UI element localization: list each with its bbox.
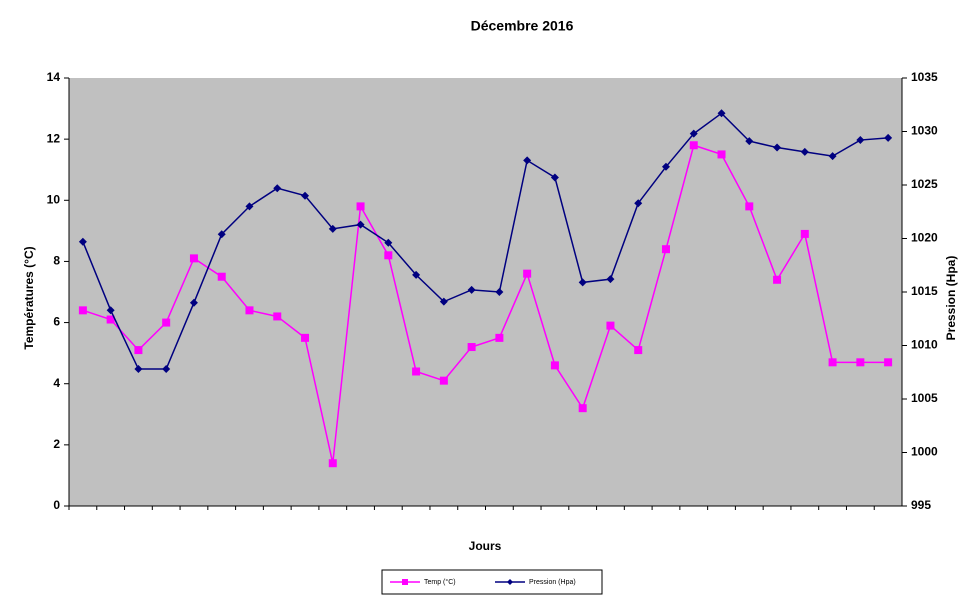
y-tick-label: 12 — [47, 131, 61, 145]
point — [328, 459, 337, 468]
y-tick-label: 0 — [53, 498, 60, 512]
point — [189, 298, 198, 307]
point — [162, 318, 171, 327]
y2-tick-label: 1010 — [911, 338, 938, 352]
series-line — [82, 112, 889, 370]
series-line — [82, 144, 889, 464]
point — [634, 199, 643, 208]
legend-label: Temp (°C) — [424, 578, 456, 586]
point — [412, 367, 421, 376]
y2-tick-label: 1015 — [911, 284, 938, 298]
y-tick-label: 4 — [53, 376, 60, 390]
point — [495, 288, 504, 296]
y2-tick-label: 1005 — [911, 391, 938, 405]
point — [467, 285, 476, 294]
point — [384, 251, 393, 260]
point — [745, 137, 754, 146]
point — [661, 245, 670, 254]
plot-area — [69, 78, 902, 506]
point — [773, 143, 782, 152]
point — [550, 173, 559, 182]
legend-label: Pression (Hpa) — [529, 579, 576, 586]
y2-tick-label: 1025 — [911, 177, 938, 191]
point — [773, 275, 782, 284]
point — [301, 333, 310, 342]
y-tick-label: 8 — [53, 254, 60, 268]
point — [189, 254, 198, 263]
point — [301, 191, 310, 200]
point — [134, 346, 143, 355]
point — [78, 237, 87, 246]
y-tick-label: 10 — [47, 192, 61, 206]
point — [634, 346, 643, 355]
point — [523, 269, 532, 278]
point — [273, 184, 282, 193]
point — [439, 376, 448, 385]
point — [245, 202, 254, 211]
point — [689, 141, 698, 150]
point — [134, 365, 143, 374]
point — [495, 333, 504, 342]
x-axis-label: Jours — [469, 539, 502, 553]
point — [689, 129, 698, 138]
point — [717, 150, 726, 159]
point — [717, 109, 726, 118]
y2-tick-label: 995 — [911, 498, 931, 512]
point — [523, 156, 532, 165]
point — [384, 238, 393, 247]
point — [884, 358, 893, 367]
point — [661, 162, 670, 171]
y2-axis-label: Pression (Hpa) — [944, 256, 958, 341]
y-tick-label: 14 — [47, 70, 61, 84]
point — [217, 230, 226, 239]
point — [467, 343, 476, 352]
y-axis-label: Températures (°C) — [22, 246, 36, 349]
point — [439, 297, 448, 306]
point — [356, 202, 365, 211]
y-tick-label: 2 — [53, 437, 60, 451]
legend-marker — [507, 579, 513, 585]
point — [800, 147, 809, 156]
point — [106, 306, 115, 315]
y-tick-label: 6 — [53, 315, 60, 329]
point — [217, 272, 226, 281]
point — [356, 220, 365, 229]
point — [800, 229, 809, 238]
point — [578, 404, 587, 413]
point — [606, 321, 615, 330]
point — [606, 275, 615, 284]
point — [745, 202, 754, 211]
y2-tick-label: 1030 — [911, 124, 938, 138]
y2-tick-label: 1035 — [911, 70, 938, 84]
point — [162, 365, 171, 374]
y2-tick-label: 1000 — [911, 445, 938, 459]
point — [856, 136, 865, 145]
point — [550, 361, 559, 370]
point — [328, 224, 337, 233]
point — [828, 152, 837, 161]
point — [884, 133, 893, 142]
point — [578, 278, 587, 287]
point — [828, 358, 837, 367]
chart-title: Décembre 2016 — [471, 18, 574, 34]
point — [412, 270, 421, 279]
y2-tick-label: 1020 — [911, 231, 938, 245]
point — [273, 312, 282, 321]
point — [856, 358, 865, 367]
point — [78, 306, 87, 315]
point — [245, 306, 254, 315]
legend-marker — [402, 579, 408, 585]
point — [106, 315, 115, 324]
